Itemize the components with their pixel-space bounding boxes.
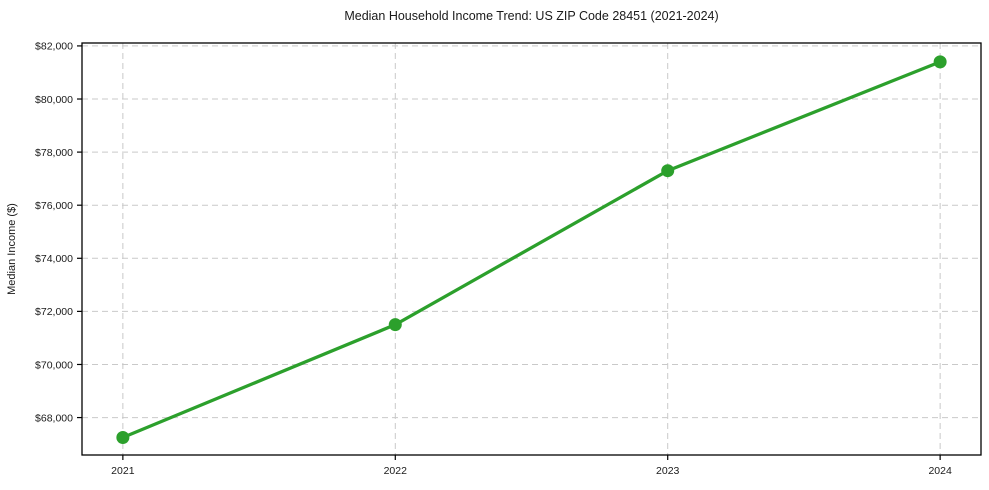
data-point-2021 <box>116 430 130 444</box>
x-tick-label: 2024 <box>928 465 952 477</box>
y-tick-label: $72,000 <box>35 306 73 318</box>
y-tick-label: $78,000 <box>35 147 73 159</box>
y-tick-label: $68,000 <box>35 412 73 424</box>
x-tick-label: 2023 <box>656 465 680 477</box>
x-tick-label: 2022 <box>384 465 408 477</box>
y-tick-label: $76,000 <box>35 200 73 212</box>
x-tick-label: 2021 <box>111 465 135 477</box>
trend-line <box>121 60 942 440</box>
y-tick-label: $70,000 <box>35 359 73 371</box>
plot-frame <box>81 42 982 456</box>
y-tick-label: $82,000 <box>35 41 73 53</box>
data-point-2022 <box>388 318 402 332</box>
y-tick-label: $74,000 <box>35 253 73 265</box>
data-point-2024 <box>933 55 947 69</box>
chart-title: Median Household Income Trend: US ZIP Co… <box>344 9 719 23</box>
y-axis-label: Median Income ($) <box>6 203 18 295</box>
data-point-2023 <box>661 164 675 178</box>
y-tick-label: $80,000 <box>35 94 73 106</box>
